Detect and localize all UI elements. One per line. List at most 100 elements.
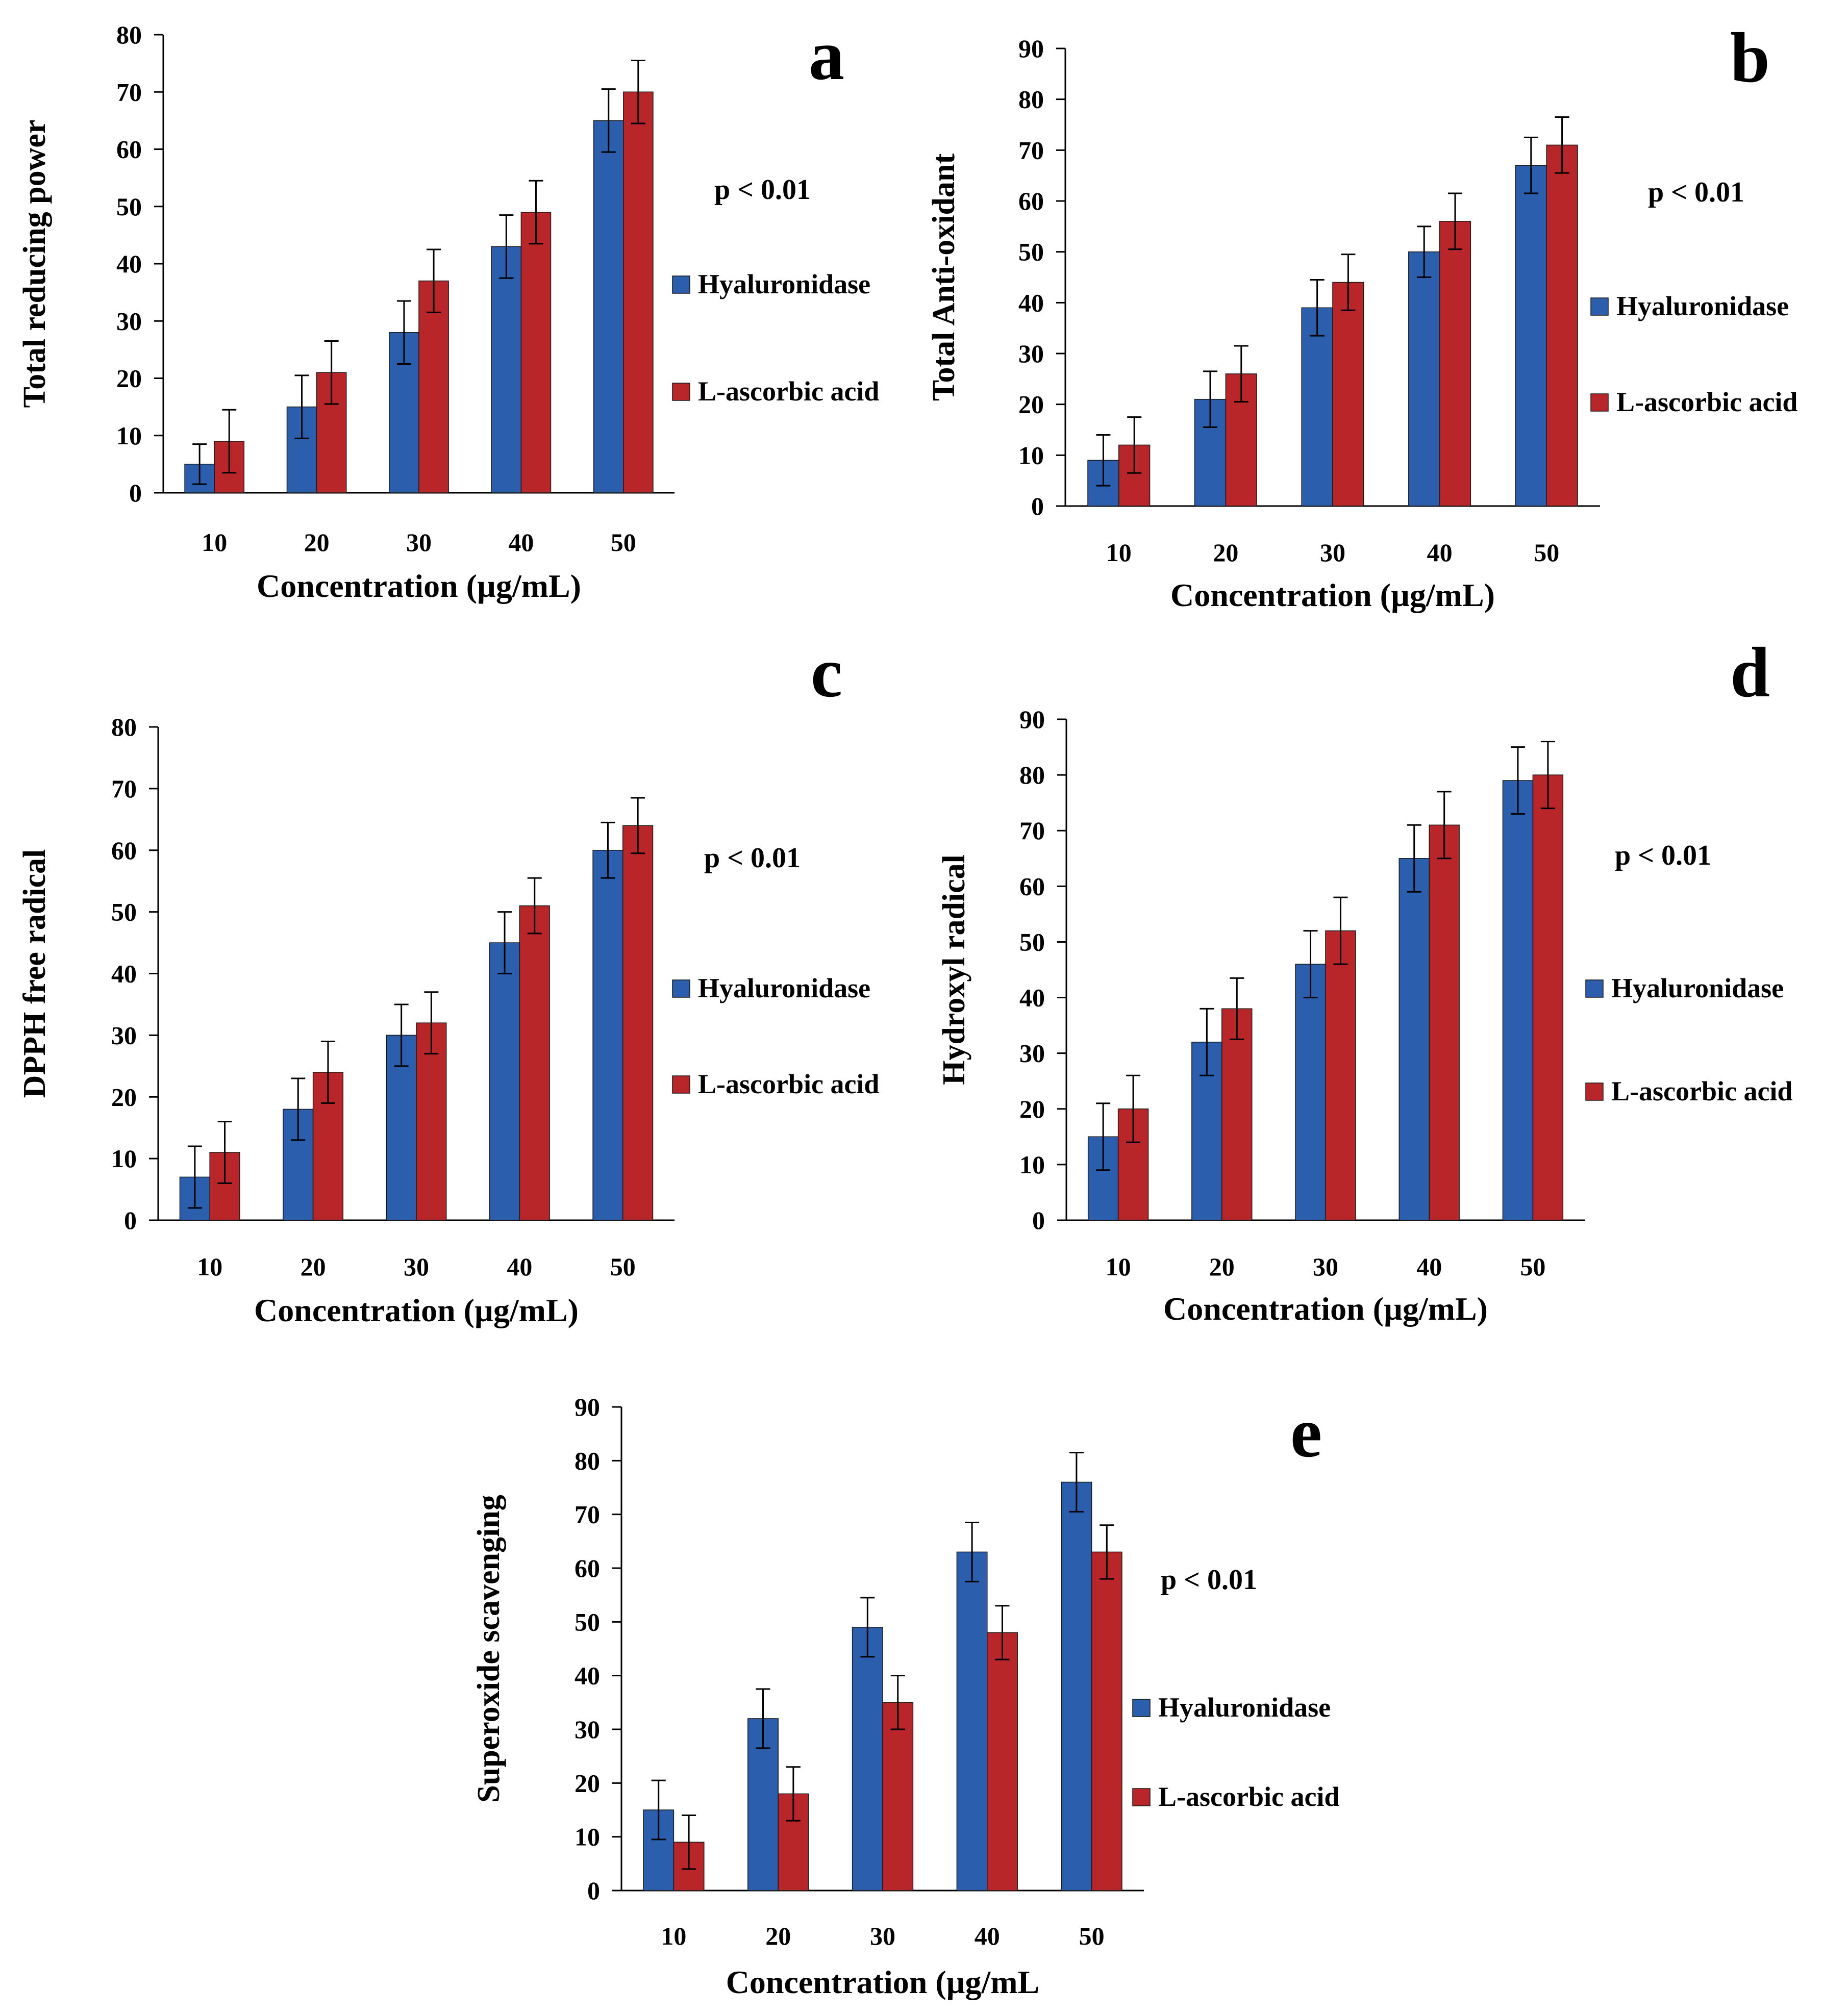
y-tick-label: 0: [587, 1876, 600, 1905]
y-tick-label: 20: [1019, 1095, 1045, 1123]
p-value-annotation: p < 0.01: [1615, 840, 1711, 871]
y-tick-label: 40: [575, 1661, 600, 1690]
bar-l-ascorbic-acid-50: [622, 825, 654, 1221]
bar-l-ascorbic-acid-40: [520, 212, 552, 493]
legend-label: L-ascorbic acid: [1158, 1781, 1339, 1812]
bar-hyaluronidase-30: [852, 1627, 883, 1891]
x-tick-label: 40: [975, 1922, 1000, 1950]
y-tick-label: 90: [575, 1393, 600, 1421]
y-axis-title: Total Anti-oxidant: [927, 154, 961, 401]
y-axis-title: Superoxide scavenging: [471, 1495, 506, 1802]
y-tick-label: 30: [575, 1715, 600, 1744]
y-tick-label: 30: [1018, 339, 1044, 368]
legend-swatch: [672, 275, 690, 294]
bar-l-ascorbic-acid-40: [987, 1632, 1018, 1891]
bar-hyaluronidase-50: [1502, 780, 1534, 1221]
legend-label: Hyaluronidase: [1611, 973, 1784, 1003]
x-tick-label: 40: [507, 1252, 532, 1281]
y-tick-label: 70: [1018, 136, 1044, 164]
y-tick-label: 80: [111, 713, 137, 741]
y-tick-label: 90: [1019, 705, 1045, 734]
y-tick-label: 20: [1018, 390, 1044, 419]
y-tick-label: 10: [1018, 441, 1044, 469]
bar-l-ascorbic-acid-50: [1546, 144, 1578, 507]
y-tick-label: 30: [111, 1021, 137, 1049]
legend-swatch: [1132, 1699, 1151, 1717]
bar-hyaluronidase-40: [1399, 858, 1430, 1221]
chart-panel-b: 0 10 20 30 40 50 60 70 80 90 10 20 30 40 50 Concentrati…: [927, 18, 1797, 613]
x-tick-label: 30: [1320, 538, 1345, 567]
x-tick-label: 50: [611, 528, 636, 557]
y-tick-label: 60: [1019, 872, 1045, 900]
y-tick-label: 80: [1018, 85, 1044, 114]
legend-label: L-ascorbic acid: [698, 1069, 879, 1099]
bar-hyaluronidase-30: [1295, 964, 1326, 1221]
x-tick-label: 40: [1416, 1252, 1442, 1281]
y-tick-label: 70: [116, 78, 142, 106]
y-tick-label: 90: [1018, 34, 1044, 63]
bar-hyaluronidase-50: [593, 120, 624, 493]
x-tick-label: 40: [1427, 538, 1453, 567]
x-tick-label: 30: [406, 528, 432, 557]
y-tick-label: 80: [575, 1446, 600, 1475]
y-tick-label: 50: [575, 1607, 600, 1636]
x-tick-label: 20: [1213, 538, 1238, 567]
x-tick-label: 20: [1209, 1252, 1235, 1281]
y-tick-label: 0: [1031, 492, 1044, 520]
legend-label: L-ascorbic acid: [1616, 387, 1797, 417]
p-value-annotation: p < 0.01: [1648, 177, 1744, 208]
legend-swatch: [1590, 393, 1609, 412]
panel-label: c: [811, 633, 842, 712]
legend-swatch: [1585, 1082, 1604, 1101]
x-tick-label: 20: [304, 528, 330, 557]
bar-l-ascorbic-acid-30: [418, 280, 449, 493]
panel-label: b: [1730, 18, 1770, 97]
y-tick-label: 40: [1019, 984, 1045, 1012]
bar-l-ascorbic-acid-50: [623, 91, 654, 493]
y-tick-label: 60: [575, 1554, 600, 1582]
y-tick-label: 20: [575, 1769, 600, 1797]
x-tick-label: 10: [661, 1922, 686, 1950]
legend-label: Hyaluronidase: [1158, 1692, 1331, 1723]
legend-label: Hyaluronidase: [698, 973, 870, 1003]
bar-hyaluronidase-40: [491, 246, 522, 493]
x-axis-title: Concentration (µg/mL): [257, 568, 581, 604]
y-tick-label: 0: [1032, 1206, 1045, 1235]
y-tick-label: 10: [575, 1823, 600, 1851]
y-axis-title: Total reducing power: [17, 120, 52, 408]
y-tick-label: 60: [116, 135, 142, 164]
x-tick-label: 30: [404, 1252, 429, 1281]
x-tick-label: 40: [508, 528, 534, 557]
y-tick-label: 40: [1018, 288, 1044, 317]
chart-panel-c: 0 10 20 30 40 50 60 70 80 10 20 30 40 50 Concentration…: [17, 633, 879, 1328]
x-axis-title: Concentration (µg/mL: [726, 1964, 1040, 2000]
x-tick-label: 50: [1079, 1922, 1105, 1950]
legend-swatch: [1590, 297, 1609, 316]
p-value-annotation: p < 0.01: [1161, 1564, 1257, 1596]
x-tick-label: 50: [1520, 1252, 1545, 1281]
y-axis-title: Hydroxyl radical: [937, 854, 971, 1085]
y-tick-label: 50: [1019, 927, 1045, 956]
y-tick-label: 0: [129, 478, 142, 507]
legend-swatch: [672, 383, 690, 401]
bar-hyaluronidase-40: [489, 942, 520, 1221]
bar-l-ascorbic-acid-20: [316, 372, 347, 493]
x-tick-label: 20: [301, 1252, 326, 1281]
legend-label: L-ascorbic acid: [1611, 1076, 1792, 1106]
y-tick-label: 10: [1019, 1150, 1045, 1179]
y-axis-title: DPPH free radical: [17, 849, 52, 1098]
legend-swatch: [672, 1075, 690, 1094]
y-tick-label: 70: [575, 1500, 600, 1529]
bar-hyaluronidase-40: [956, 1551, 988, 1891]
y-tick-label: 50: [1018, 238, 1044, 266]
legend-label: L-ascorbic acid: [698, 376, 879, 407]
y-tick-label: 50: [111, 898, 137, 926]
bar-l-ascorbic-acid-50: [1091, 1551, 1122, 1891]
x-tick-label: 30: [1313, 1252, 1338, 1281]
y-tick-label: 60: [1018, 187, 1044, 215]
panel-label: a: [809, 16, 844, 95]
y-tick-label: 70: [111, 774, 137, 803]
x-tick-label: 10: [202, 528, 227, 557]
x-tick-label: 30: [870, 1922, 895, 1950]
